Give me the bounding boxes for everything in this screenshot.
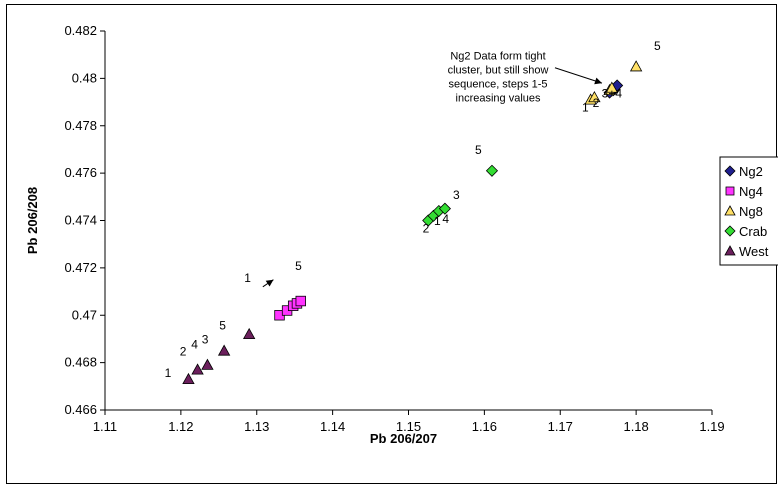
legend-marker-ng8 — [724, 205, 736, 216]
y-tick-label: 0.468 — [64, 355, 97, 370]
y-tick-label: 0.482 — [64, 23, 97, 38]
x-tick-label: 1.11 — [93, 419, 117, 434]
data-point-west — [242, 327, 256, 340]
data-point-ng8 — [629, 60, 643, 72]
data-point-crab — [485, 164, 499, 177]
point-label: 3 — [453, 188, 460, 202]
point-label: 5 — [475, 143, 482, 157]
x-tick-label: 1.12 — [168, 419, 193, 434]
y-tick-label: 0.474 — [64, 213, 97, 228]
x-tick-label: 1.19 — [699, 419, 724, 434]
annotation-arrows — [262, 67, 603, 288]
point-label: 3 — [202, 333, 209, 347]
data-point-west — [201, 358, 214, 370]
legend-marker-ng4 — [725, 186, 735, 196]
legend-label-ng2: Ng2 — [739, 164, 763, 179]
point-label: 2 — [180, 345, 187, 359]
y-axis-title: Pb 206/208 — [25, 187, 40, 254]
point-label: 2 — [423, 221, 430, 235]
point-label: 3+4 — [602, 86, 623, 100]
annotation-arrow-head — [594, 77, 602, 85]
y-tick-label: 0.472 — [64, 260, 97, 275]
x-tick-label: 1.14 — [320, 419, 345, 434]
scatter-chart: 1.11 1.12 1.13 1.14 1.15 1.16 1.17 1.18 1.19 0.4… — [25, 23, 778, 446]
annotation-arrow-line — [554, 67, 603, 84]
point-label: 1 — [434, 214, 441, 228]
x-tick-labels: 1.11 1.12 1.13 1.14 1.15 1.16 1.17 1.18 1.19 — [93, 410, 725, 434]
data-point-crab — [438, 202, 451, 215]
x-tick-label: 1.16 — [472, 419, 497, 434]
point-label: 5 — [654, 39, 661, 53]
y-tick-labels: 0.466 0.468 0.47 0.472 0.474 0.476 0.478 0.48 0.… — [64, 23, 105, 417]
y-tick-label: 0.48 — [72, 70, 97, 85]
x-tick-label: 1.18 — [623, 419, 648, 434]
data-point-west — [182, 372, 195, 385]
point-label: 2 — [593, 96, 600, 110]
x-tick-label: 1.15 — [396, 419, 421, 434]
y-tick-label: 0.476 — [64, 165, 97, 180]
chart-frame: 1.11 1.12 1.13 1.14 1.15 1.16 1.17 1.18 1.19 0.4… — [6, 4, 778, 484]
data-point-ng8 — [588, 91, 601, 103]
point-label: 1 — [244, 271, 251, 285]
legend: Ng2 Ng4 Ng8 Crab West — [719, 156, 778, 266]
point-label: 1 — [582, 101, 589, 115]
y-tick-label: 0.466 — [64, 402, 97, 417]
annotations: Ng2 Data form tight cluster, but still sh… — [448, 50, 549, 104]
data-point-west — [191, 363, 204, 375]
data-point-west — [217, 344, 231, 356]
annotation-text: Ng2 Data form tight cluster, but still sh… — [448, 50, 549, 104]
x-tick-label: 1.17 — [548, 419, 573, 434]
point-label: 4 — [191, 337, 198, 351]
point-label: 4 — [442, 212, 449, 226]
legend-label-ng8: Ng8 — [739, 204, 763, 219]
y-tick-label: 0.478 — [64, 118, 97, 133]
point-label: 1 — [165, 366, 172, 380]
data-points — [182, 60, 643, 385]
legend-label-west: West — [739, 244, 769, 259]
legend-marker-ng2 — [724, 165, 736, 177]
point-label: 5 — [219, 318, 226, 332]
annotation-arrow-head — [265, 279, 274, 287]
legend-marker-crab — [724, 225, 736, 237]
y-tick-label: 0.47 — [72, 307, 97, 322]
legend-marker-west — [724, 245, 736, 256]
data-point-ng4 — [295, 295, 306, 307]
x-tick-label: 1.13 — [244, 419, 269, 434]
point-label: 5 — [295, 259, 302, 273]
legend-label-crab: Crab — [739, 224, 767, 239]
legend-label-ng4: Ng4 — [739, 184, 763, 199]
x-axis-title: Pb 206/207 — [370, 431, 437, 446]
data-point-ng8 — [605, 81, 619, 93]
